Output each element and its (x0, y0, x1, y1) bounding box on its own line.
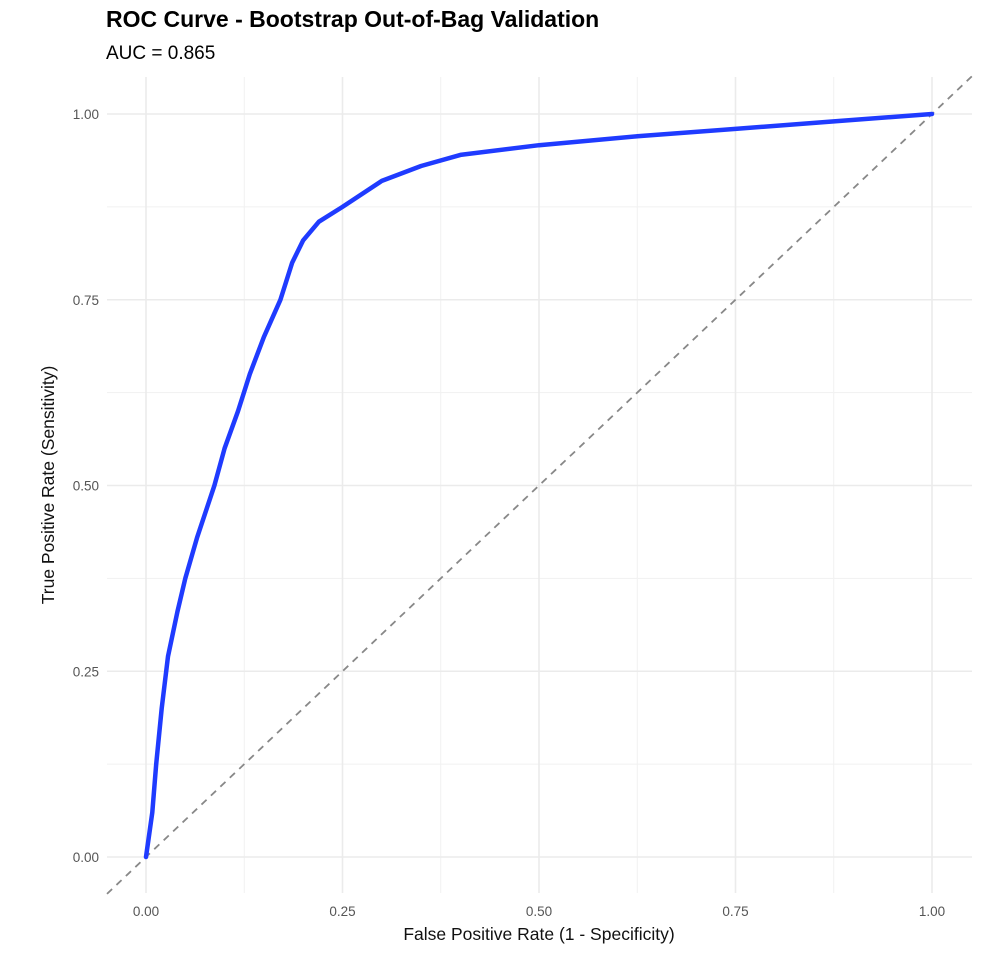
y-axis-label: True Positive Rate (Sensitivity) (38, 366, 58, 605)
series-lines (106, 75, 973, 895)
grid-lines (107, 77, 972, 893)
y-tick-label: 0.50 (73, 479, 99, 494)
chart-subtitle: AUC = 0.865 (106, 43, 216, 64)
y-tick-label: 0.75 (73, 293, 99, 308)
chart-title: ROC Curve - Bootstrap Out-of-Bag Validat… (106, 6, 600, 32)
y-tick-label: 1.00 (73, 107, 99, 122)
x-tick-label: 1.00 (919, 904, 945, 919)
y-tick-label: 0.00 (73, 850, 99, 865)
diagonal-reference-line (106, 75, 973, 895)
x-axis-label: False Positive Rate (1 - Specificity) (403, 924, 674, 944)
x-tick-label: 0.00 (133, 904, 159, 919)
y-tick-label: 0.25 (73, 664, 99, 679)
x-tick-label: 0.25 (329, 904, 355, 919)
axis-ticks: 0.00 0.25 0.50 0.75 1.00 0.00 0.25 0.50 0.75 1.00 (73, 107, 945, 919)
x-tick-label: 0.50 (526, 904, 552, 919)
roc-curve (143, 111, 935, 860)
x-tick-label: 0.75 (722, 904, 748, 919)
